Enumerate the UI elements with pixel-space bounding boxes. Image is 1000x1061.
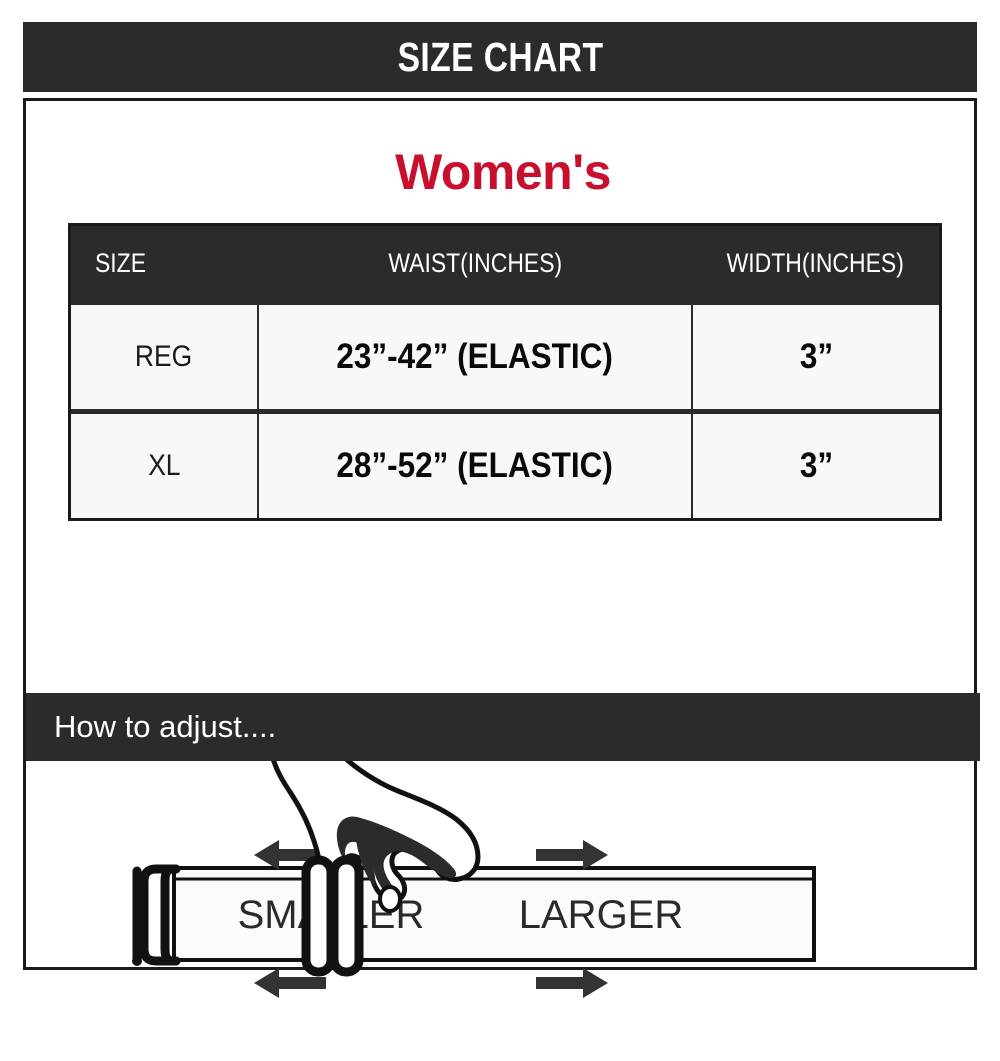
arrow-left-top-icon — [254, 840, 326, 870]
page-title: SIZE CHART — [397, 33, 603, 80]
adjustment-diagram: SMALLER LARGER — [26, 761, 980, 1061]
size-chart-page: SIZE CHART Women's SIZE WAIST(INCHES) WI… — [23, 22, 980, 998]
how-to-adjust-label: How to adjust.... — [54, 709, 277, 744]
elastic-strap-icon — [172, 866, 816, 962]
strap-end-loop-icon — [132, 864, 181, 966]
gender-title: Women's — [395, 144, 611, 200]
how-to-adjust-bar: How to adjust.... — [26, 693, 980, 761]
column-header-waist: WAIST(INCHES) — [258, 226, 692, 303]
strap-end-dot-icon — [132, 956, 142, 966]
cell-width-reg: 3” — [691, 300, 939, 414]
column-header-width: WIDTH(INCHES) — [692, 226, 939, 303]
cell-waist-xl: 28”-52” (ELASTIC) — [257, 409, 693, 518]
larger-label: LARGER — [519, 893, 684, 937]
table-header-row: SIZE WAIST(INCHES) WIDTH(INCHES) — [71, 226, 939, 303]
table-row: REG 23”-42” (ELASTIC) 3” — [71, 300, 939, 414]
arrow-right-top-icon — [536, 840, 608, 870]
arrow-right-bottom-icon — [536, 968, 608, 998]
cell-waist-reg: 23”-42” (ELASTIC) — [257, 300, 693, 414]
arrow-left-bottom-icon — [254, 968, 326, 998]
table-row: XL 28”-52” (ELASTIC) 3” — [71, 409, 939, 518]
column-header-size: SIZE — [71, 226, 258, 303]
cell-width-xl: 3” — [691, 409, 939, 518]
slider-buckle-icon — [301, 855, 364, 977]
header-bar: SIZE CHART — [23, 22, 977, 92]
cell-size-reg: REG — [71, 300, 259, 414]
size-table: SIZE WAIST(INCHES) WIDTH(INCHES) REG 23”… — [68, 223, 942, 521]
cell-size-xl: XL — [71, 409, 259, 518]
content-frame: Women's SIZE WAIST(INCHES) WIDTH(INCHES)… — [23, 98, 980, 998]
